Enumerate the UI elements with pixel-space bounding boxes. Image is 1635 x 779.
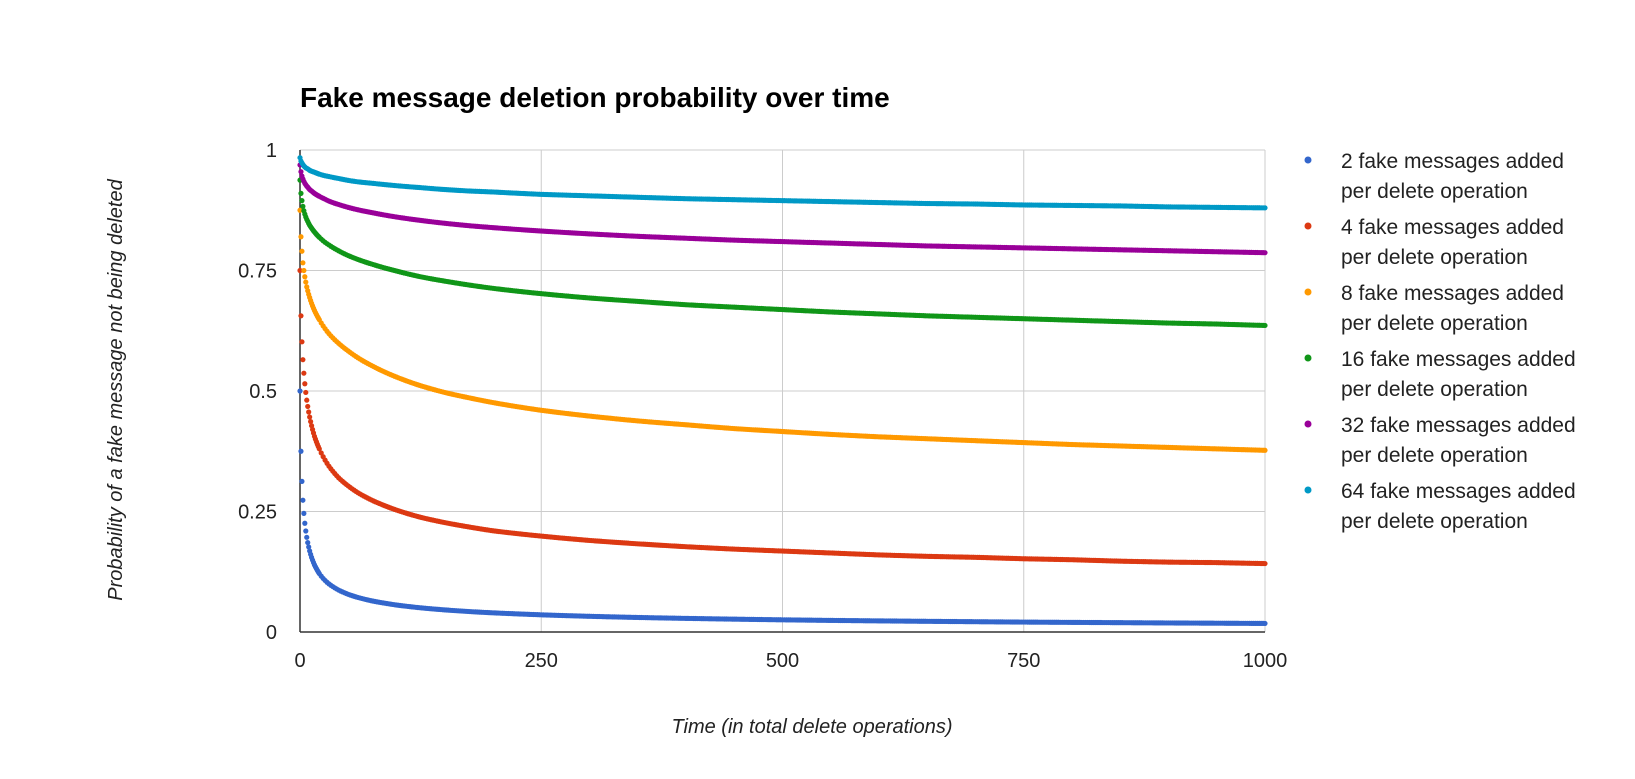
x-tick-label: 250 [525,650,558,672]
legend-label: per delete operation [1341,510,1528,533]
series-1 [297,267,1268,567]
data-series [297,155,1268,627]
legend-label: per delete operation [1341,180,1528,203]
legend-label: 4 fake messages added [1341,216,1564,239]
legend-label: per delete operation [1341,378,1528,401]
legend-label: 32 fake messages added [1341,414,1576,437]
data-point [316,446,322,452]
data-point [304,397,310,403]
data-point [297,388,303,394]
data-point [303,389,309,396]
y-tick-label: 1 [266,140,277,162]
chart-title: Fake message deletion probability over t… [300,82,890,113]
y-axis-label: Probability of a fake message not being … [105,178,127,600]
data-point [298,190,304,196]
data-point [307,414,313,420]
legend-label: 64 fake messages added [1341,480,1576,503]
data-point [300,203,306,209]
data-point [300,497,306,503]
data-point [305,539,311,546]
legend-marker [1304,354,1312,362]
data-point [302,381,308,387]
tick-labels: 0 250 500 750 1000 0 0.25 0.5 0.75 1 [238,140,1287,672]
y-tick-label: 0 [266,622,277,644]
y-tick-label: 0.75 [238,261,277,283]
data-point [1262,560,1268,567]
data-point [301,370,307,376]
data-point [308,418,314,425]
legend-item: 2 fake messages added per delete operatio… [1304,150,1564,203]
data-point [299,248,305,254]
legend-marker [1304,288,1312,296]
data-point [303,528,309,534]
data-point [1262,205,1268,211]
data-point [1262,620,1268,627]
data-point [297,207,303,213]
y-tick-label: 0.5 [249,381,277,403]
data-point [299,339,305,345]
x-tick-label: 500 [766,650,799,672]
series-2 [297,207,1268,453]
data-point [302,520,308,526]
legend-marker [1304,486,1312,494]
data-point [298,313,304,319]
series-0 [297,388,1268,627]
data-point [299,198,305,204]
data-point [1262,447,1268,453]
series-5 [297,155,1268,211]
data-point [301,510,307,516]
legend-label: per delete operation [1341,312,1528,335]
legend: 2 fake messages added per delete operatio… [1304,150,1576,533]
data-point [300,357,306,363]
data-point [1262,322,1268,329]
data-point [298,234,304,240]
y-tick-label: 0.25 [238,502,277,524]
data-point [306,544,312,550]
x-tick-label: 1000 [1243,650,1288,672]
legend-item: 8 fake messages added per delete operatio… [1304,282,1564,335]
legend-item: 4 fake messages added per delete operatio… [1304,216,1564,269]
data-point [299,478,305,484]
legend-marker [1304,222,1312,230]
data-point [302,274,308,280]
data-point [304,534,310,540]
legend-item: 16 fake messages added per delete operati… [1304,348,1576,401]
data-point [300,260,306,266]
x-axis-label: Time (in total delete operations) [671,716,952,738]
data-point [301,267,307,274]
legend-item: 32 fake messages added per delete operati… [1304,414,1576,467]
data-point [305,403,311,410]
legend-label: 16 fake messages added [1341,348,1576,371]
x-tick-label: 750 [1007,650,1040,672]
data-point [1262,250,1268,256]
legend-marker [1304,420,1312,428]
data-point [306,409,312,415]
data-point [298,169,304,175]
data-point [298,448,304,454]
data-point [303,279,309,285]
legend-item: 64 fake messages added per delete operati… [1304,480,1576,533]
legend-label: 2 fake messages added [1341,150,1564,173]
x-tick-label: 0 [294,650,305,672]
legend-label: per delete operation [1341,444,1528,467]
legend-label: 8 fake messages added [1341,282,1564,305]
legend-marker [1304,156,1312,164]
series-3 [297,177,1268,329]
legend-label: per delete operation [1341,246,1528,269]
data-point [297,267,303,274]
